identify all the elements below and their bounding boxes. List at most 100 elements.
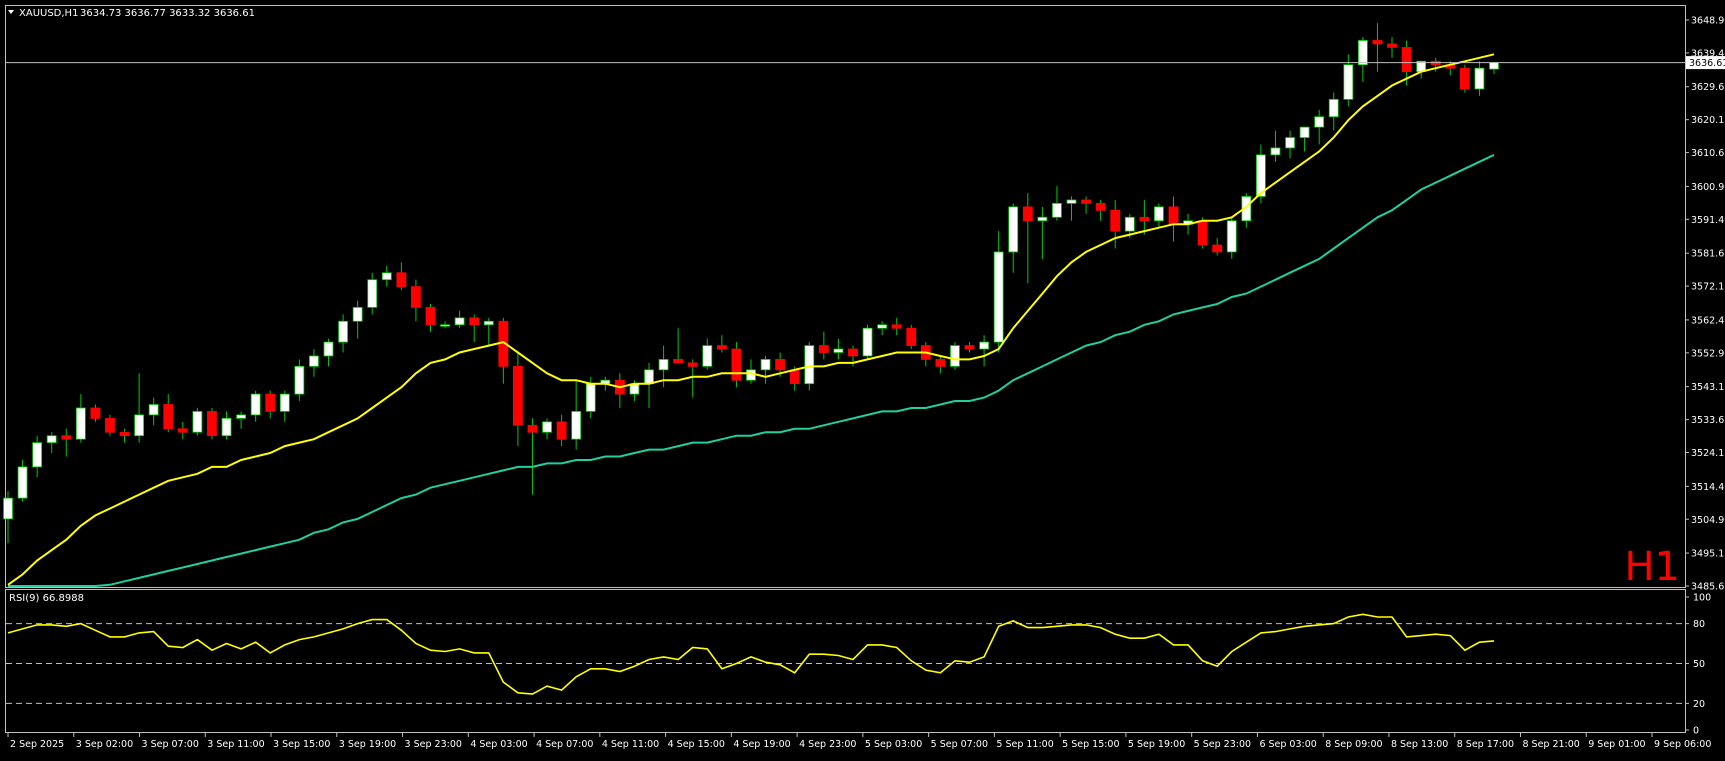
time-tick-label: 4 Sep 15:00: [668, 739, 725, 750]
candle: [309, 349, 319, 377]
candle: [1459, 64, 1470, 93]
candle: [163, 394, 174, 433]
price-tick-label: 3629.65: [1691, 82, 1725, 93]
candle: [323, 338, 334, 367]
bear-candle-body: [177, 428, 188, 433]
candle: [469, 314, 480, 343]
candle: [1008, 203, 1019, 273]
time-tick-label: 4 Sep 23:00: [799, 739, 856, 750]
candle: [702, 338, 713, 370]
bear-candle-body: [1459, 67, 1470, 90]
time-tick-label: 5 Sep 11:00: [996, 739, 1053, 750]
candle: [367, 272, 378, 315]
candle: [1299, 126, 1310, 152]
bull-candle-body: [221, 417, 232, 437]
bear-candle-body: [90, 407, 101, 419]
bear-candle-body: [1197, 220, 1208, 246]
candle: [906, 324, 917, 350]
candle: [1241, 193, 1252, 228]
candle: [1372, 23, 1383, 72]
bear-candle-body: [411, 286, 421, 308]
bear-candle-body: [1095, 203, 1106, 211]
price-tick-label: 3620.15: [1691, 115, 1725, 126]
candle: [1328, 92, 1339, 131]
candle: [3, 491, 13, 544]
bear-candle-body: [469, 317, 480, 326]
candle: [192, 407, 203, 436]
candle: [862, 324, 873, 360]
bull-candle-body: [17, 466, 28, 499]
candle: [338, 314, 348, 353]
bear-candle-body: [163, 404, 174, 430]
bull-candle-body: [338, 320, 348, 343]
bear-candle-body: [775, 359, 786, 371]
bull-candle-body: [352, 307, 363, 322]
ma-fast-line: [7, 53, 1495, 586]
bull-candle-body: [440, 324, 450, 327]
candle: [265, 390, 276, 419]
candle: [425, 303, 436, 332]
candle: [75, 394, 86, 443]
candle: [513, 352, 523, 447]
symbol-label: XAUUSD,H1: [19, 8, 78, 19]
bear-candle-body: [1401, 46, 1412, 73]
rsi-tick-label: 50: [1693, 659, 1705, 670]
bull-candle-body: [1037, 216, 1048, 222]
candle: [134, 373, 145, 443]
chevron-down-icon[interactable]: [8, 10, 14, 14]
bear-candle-body: [1022, 206, 1033, 222]
bear-candle-body: [818, 345, 829, 353]
time-tick-label: 5 Sep 15:00: [1062, 739, 1119, 750]
bull-candle-body: [1285, 137, 1295, 149]
bull-candle-body: [542, 421, 552, 433]
bull-candle-body: [1124, 216, 1135, 232]
bear-candle-body: [513, 365, 523, 426]
bear-candle-body: [964, 345, 975, 350]
bear-candle-body: [1168, 206, 1179, 225]
candle: [833, 338, 844, 360]
candle: [236, 411, 246, 429]
bull-candle-body: [148, 404, 159, 416]
time-tick-label: 3 Sep 23:00: [405, 739, 462, 750]
candle: [440, 321, 450, 329]
candle: [687, 359, 698, 398]
candle: [891, 317, 902, 336]
bull-candle-body: [1226, 220, 1237, 253]
bull-candle-body: [833, 348, 844, 353]
bull-candle-body: [236, 414, 246, 419]
candle: [964, 342, 975, 353]
bear-candle-body: [891, 324, 902, 329]
bear-candle-body: [207, 411, 217, 437]
candle: [818, 331, 829, 360]
bull-candle-body: [1008, 206, 1019, 253]
price-tick-label: 3543.15: [1691, 382, 1725, 393]
bull-candle-body: [3, 497, 13, 520]
candle: [1022, 193, 1033, 284]
candle: [381, 265, 392, 287]
bull-candle-body: [309, 355, 319, 367]
bear-candle-body: [673, 359, 684, 364]
time-tick-label: 9 Sep 06:00: [1654, 739, 1711, 750]
rsi-tick-label: 0: [1693, 726, 1699, 737]
price-tag-bg: [1686, 56, 1725, 70]
bear-candle-body: [105, 417, 115, 433]
bull-candle-body: [658, 359, 669, 371]
bull-candle-body: [323, 341, 334, 357]
bull-candle-body: [367, 279, 378, 308]
bear-candle-body: [61, 435, 72, 440]
candle: [1110, 199, 1121, 249]
current-price-tag: 3636.61: [1686, 56, 1725, 70]
rsi-tick-label: 80: [1693, 619, 1705, 630]
candle: [556, 414, 567, 447]
price-tag-value: 3636.61: [1689, 58, 1725, 69]
bull-candle-body: [32, 442, 43, 468]
candle: [119, 428, 130, 443]
candle: [1226, 217, 1237, 259]
candle: [1052, 186, 1062, 221]
candle: [716, 335, 727, 353]
candle: [950, 342, 960, 370]
time-tick-label: 8 Sep 17:00: [1457, 739, 1514, 750]
time-tick-label: 9 Sep 01:00: [1588, 739, 1645, 750]
candle: [527, 418, 538, 495]
